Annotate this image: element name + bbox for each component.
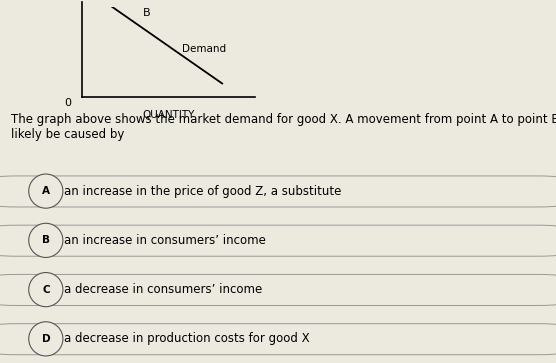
Ellipse shape [29, 223, 63, 257]
Text: a decrease in consumers’ income: a decrease in consumers’ income [64, 283, 263, 296]
Text: an increase in consumers’ income: an increase in consumers’ income [64, 234, 266, 247]
FancyBboxPatch shape [0, 324, 556, 355]
FancyBboxPatch shape [0, 225, 556, 256]
Text: D: D [42, 334, 50, 344]
Text: a decrease in production costs for good X: a decrease in production costs for good … [64, 333, 310, 345]
Text: Demand: Demand [182, 44, 227, 54]
FancyBboxPatch shape [0, 176, 556, 207]
FancyBboxPatch shape [0, 274, 556, 306]
Ellipse shape [29, 273, 63, 307]
Ellipse shape [29, 174, 63, 208]
Text: 0: 0 [64, 98, 72, 108]
Text: B: B [143, 8, 151, 18]
Text: B: B [42, 235, 50, 245]
Text: A: A [42, 186, 50, 196]
Text: an increase in the price of good Z, a substitute: an increase in the price of good Z, a su… [64, 185, 342, 197]
Text: QUANTITY: QUANTITY [142, 110, 195, 120]
Ellipse shape [29, 322, 63, 356]
Text: C: C [42, 285, 49, 295]
Text: The graph above shows the market demand for good X. A movement from point A to p: The graph above shows the market demand … [11, 113, 556, 140]
